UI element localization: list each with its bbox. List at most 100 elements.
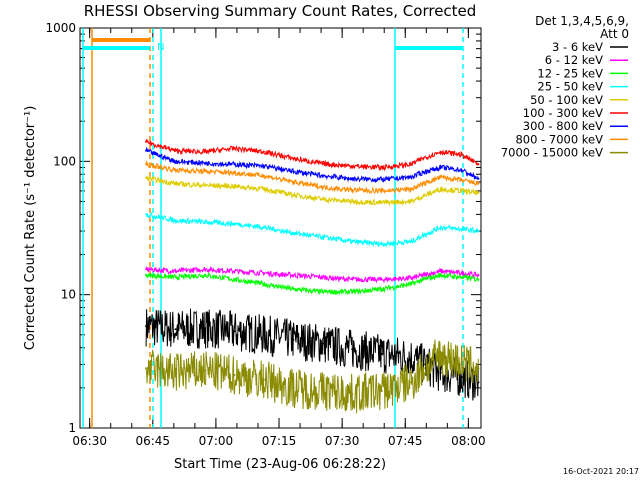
data-point xyxy=(262,150,265,153)
data-point xyxy=(410,240,413,243)
data-point xyxy=(422,234,425,237)
series-line xyxy=(145,160,479,195)
data-point xyxy=(262,272,265,275)
plot-frame xyxy=(79,27,482,429)
data-point xyxy=(233,373,236,376)
x-tick-label: 06:45 xyxy=(135,434,170,448)
data-point xyxy=(145,274,148,277)
data-point xyxy=(460,272,463,275)
data-point xyxy=(460,276,463,279)
data-point xyxy=(203,268,206,271)
data-point xyxy=(380,389,383,392)
data-point xyxy=(145,268,148,271)
legend-label: 12 - 25 keV xyxy=(537,66,603,80)
series-line xyxy=(145,139,479,172)
data-point xyxy=(174,160,177,163)
data-point xyxy=(477,367,480,370)
data-point xyxy=(174,270,177,273)
data-point xyxy=(292,232,295,235)
data-point xyxy=(410,163,413,166)
data-point xyxy=(203,162,206,165)
data-point xyxy=(174,276,177,279)
x-tick-label: 07:15 xyxy=(262,434,297,448)
series-line xyxy=(145,272,479,296)
flag-label: N xyxy=(157,42,164,53)
data-point xyxy=(351,290,354,293)
data-point xyxy=(321,389,324,392)
data-point xyxy=(439,188,442,191)
data-point xyxy=(233,222,236,225)
data-point xyxy=(380,242,383,245)
data-point xyxy=(439,150,442,153)
data-point xyxy=(351,177,354,180)
data-point xyxy=(174,219,177,222)
data-point xyxy=(439,371,442,374)
x-tick-label: 07:45 xyxy=(388,434,423,448)
data-point xyxy=(321,186,324,189)
data-point xyxy=(262,174,265,177)
data-point xyxy=(410,200,413,203)
x-tick-label: 08:00 xyxy=(451,434,486,448)
data-point xyxy=(233,185,236,188)
data-point xyxy=(460,169,463,172)
data-point xyxy=(422,194,425,197)
legend-label: 100 - 300 keV xyxy=(523,106,603,120)
legend-header-line-1: Det 1,3,4,5,6,9, xyxy=(535,14,629,28)
data-point xyxy=(174,169,177,172)
data-point xyxy=(321,342,324,345)
data-point xyxy=(292,338,295,341)
data-point xyxy=(233,147,236,150)
data-point xyxy=(477,177,480,180)
data-point xyxy=(145,367,148,370)
data-point xyxy=(422,182,425,185)
data-point xyxy=(174,182,177,185)
data-point xyxy=(203,274,206,277)
data-point xyxy=(262,226,265,229)
data-point xyxy=(439,166,442,169)
data-point xyxy=(203,184,206,187)
data-point xyxy=(477,230,480,233)
data-point xyxy=(174,371,177,374)
data-point xyxy=(410,283,413,286)
data-point xyxy=(422,171,425,174)
data-point xyxy=(233,163,236,166)
data-point xyxy=(233,171,236,174)
data-point xyxy=(439,176,442,179)
data-point xyxy=(410,176,413,179)
data-point xyxy=(145,163,148,166)
data-point xyxy=(351,392,354,395)
data-point xyxy=(380,352,383,355)
y-tick-label: 100 xyxy=(53,154,76,168)
legend-label: 6 - 12 keV xyxy=(545,53,603,67)
data-point xyxy=(321,162,324,165)
y-tick-label: 1000 xyxy=(45,21,76,35)
data-point xyxy=(351,348,354,351)
data-point xyxy=(460,179,463,182)
legend-label: 800 - 7000 keV xyxy=(515,132,603,146)
data-point xyxy=(292,386,295,389)
legend-label: 7000 - 15000 keV xyxy=(501,146,603,160)
data-point xyxy=(203,327,206,330)
data-point xyxy=(321,236,324,239)
data-point xyxy=(477,381,480,384)
x-tick-label: 07:30 xyxy=(325,434,360,448)
data-point xyxy=(203,369,206,372)
data-point xyxy=(422,278,425,281)
data-point xyxy=(351,188,354,191)
legend-header-line-2: Att 0 xyxy=(600,27,629,41)
data-point xyxy=(460,228,463,231)
data-point xyxy=(439,274,442,277)
legend-label: 50 - 100 keV xyxy=(530,93,603,107)
x-tick-label: 06:30 xyxy=(72,434,107,448)
data-point xyxy=(477,274,480,277)
data-point xyxy=(351,240,354,243)
data-point xyxy=(145,140,148,143)
series-line xyxy=(145,339,479,414)
data-point xyxy=(174,149,177,152)
series-line xyxy=(145,308,479,401)
legend-label: 3 - 6 keV xyxy=(552,40,603,54)
data-point xyxy=(477,278,480,281)
data-point xyxy=(477,163,480,166)
